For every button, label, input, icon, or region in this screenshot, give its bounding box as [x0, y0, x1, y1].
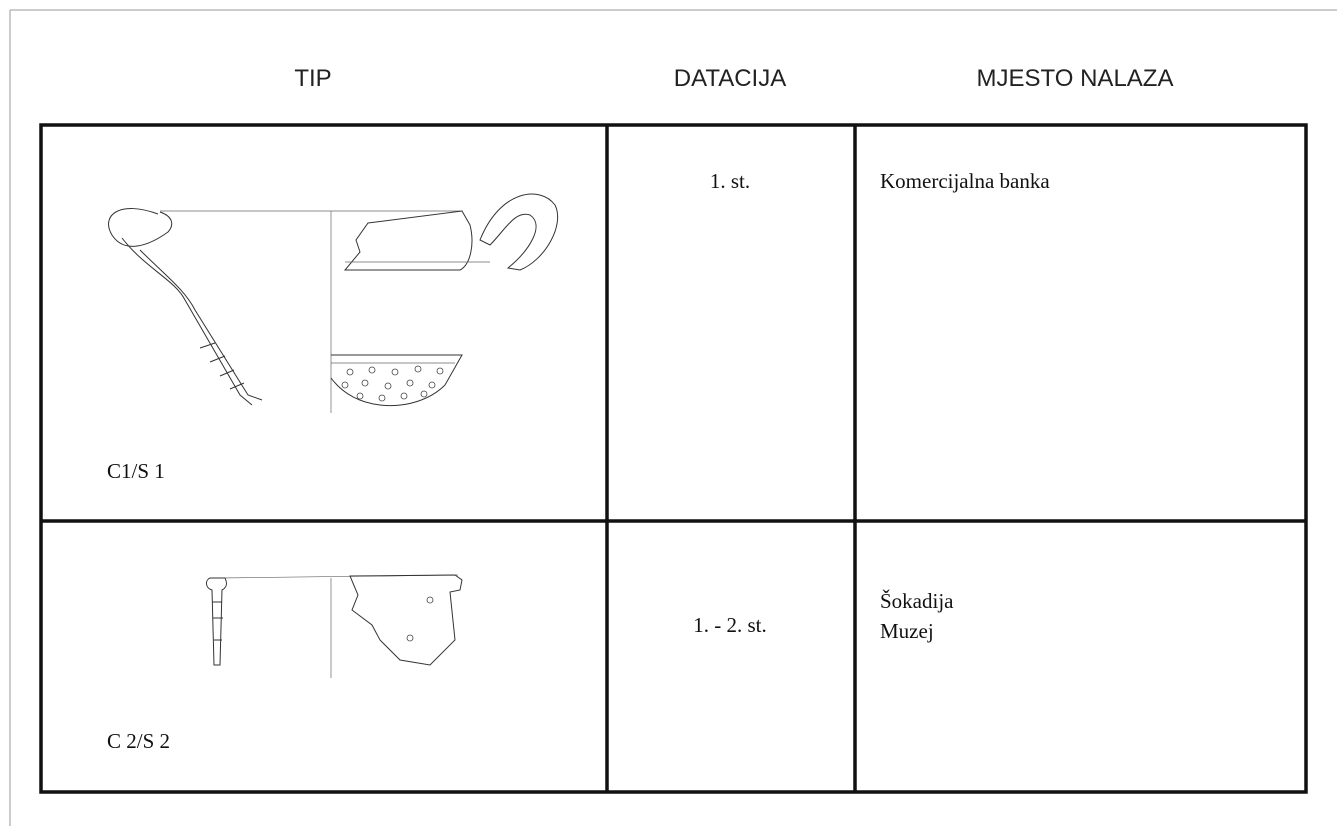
find-site: Šokadija	[880, 589, 954, 613]
type-label: C1/S 1	[107, 459, 165, 483]
find-site: Komercijalna banka	[880, 169, 1050, 193]
type-label: C 2/S 2	[107, 729, 170, 753]
dating: 1. st.	[710, 169, 750, 193]
pottery-drawing	[108, 193, 559, 413]
header: MJESTO NALAZA	[977, 65, 1174, 92]
table-grid	[39, 123, 1308, 794]
dating: 1. - 2. st.	[693, 613, 767, 637]
header: TIP	[294, 65, 331, 92]
pottery-drawing	[206, 574, 463, 678]
header: DATACIJA	[674, 65, 786, 92]
find-site: Muzej	[880, 619, 934, 643]
